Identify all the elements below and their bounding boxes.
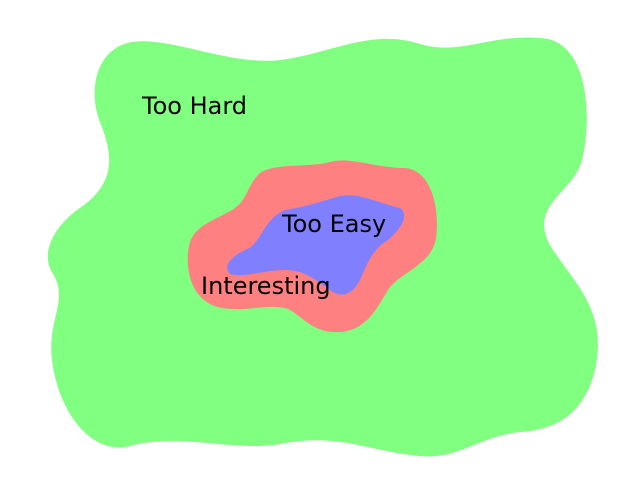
too-hard-label: Too Hard xyxy=(141,92,247,120)
interesting-label: Interesting xyxy=(201,272,331,300)
too-easy-region xyxy=(227,195,405,295)
too-easy-label: Too Easy xyxy=(281,210,386,238)
